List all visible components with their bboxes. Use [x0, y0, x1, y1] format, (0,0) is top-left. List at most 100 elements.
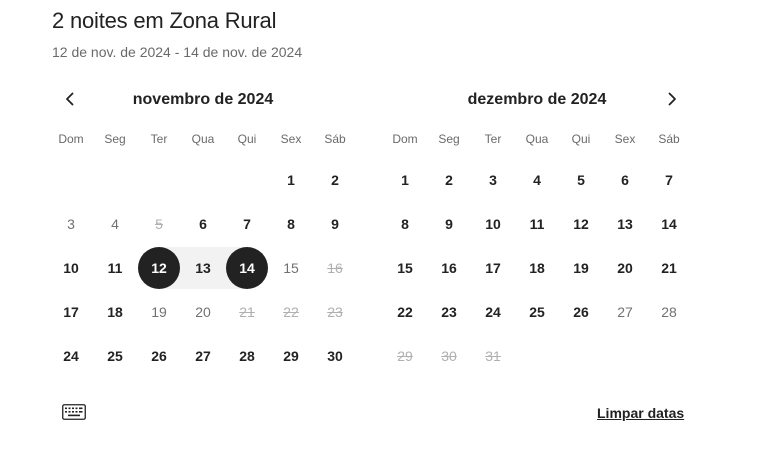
day-number: 26: [573, 304, 589, 320]
day-cell[interactable]: 13: [603, 202, 647, 246]
day-cell[interactable]: 8: [269, 202, 313, 246]
day-cell[interactable]: 25: [515, 290, 559, 334]
day-cell: 21: [225, 290, 269, 334]
day-cell[interactable]: 26: [137, 334, 181, 378]
day-cell[interactable]: 13: [181, 246, 225, 290]
day-cell[interactable]: 23: [427, 290, 471, 334]
day-number: 24: [485, 304, 501, 320]
day-cell[interactable]: 4: [515, 158, 559, 202]
day-cell[interactable]: 26: [559, 290, 603, 334]
day-cell[interactable]: 17: [49, 290, 93, 334]
day-cell[interactable]: 20: [181, 290, 225, 334]
weekday-label: Sex: [614, 132, 636, 146]
day-number: 22: [283, 304, 299, 320]
day-cell[interactable]: 1: [383, 158, 427, 202]
chevron-left-icon: [66, 92, 74, 106]
weekday-label: Sáb: [658, 132, 680, 146]
day-number: 24: [63, 348, 79, 364]
day-cell[interactable]: 2: [313, 158, 357, 202]
day-number: 15: [283, 260, 299, 276]
previous-month-button[interactable]: [58, 87, 82, 111]
day-cell[interactable]: 9: [313, 202, 357, 246]
day-cell[interactable]: 11: [515, 202, 559, 246]
day-cell: 29: [383, 334, 427, 378]
day-number: 9: [331, 216, 339, 232]
day-number: 3: [489, 172, 497, 188]
day-cell: 22: [269, 290, 313, 334]
day-number: 11: [107, 260, 123, 276]
selected-day[interactable]: 12: [137, 246, 181, 290]
day-cell[interactable]: 19: [559, 246, 603, 290]
day-number: 14: [226, 247, 268, 289]
day-cell[interactable]: 24: [49, 334, 93, 378]
day-cell[interactable]: 7: [647, 158, 691, 202]
selected-day[interactable]: 14: [225, 246, 269, 290]
day-cell[interactable]: 9: [427, 202, 471, 246]
day-grid: 1 2 3 4 5 6 7 8 9 10 11 12 13 14 15 16 17 18 19 20 21 22 23 24 2…: [49, 158, 357, 378]
clear-dates-button[interactable]: Limpar datas: [597, 405, 685, 421]
day-cell[interactable]: 15: [383, 246, 427, 290]
day-number: 5: [155, 216, 163, 232]
day-number: 25: [529, 304, 545, 320]
month-title: novembro de 2024: [132, 91, 274, 108]
day-number: 13: [195, 260, 211, 276]
day-cell[interactable]: 3: [471, 158, 515, 202]
keyboard-icon: [62, 404, 86, 420]
day-number: 2: [331, 172, 339, 188]
day-number: 1: [401, 172, 409, 188]
day-cell[interactable]: 6: [181, 202, 225, 246]
day-cell[interactable]: 28: [647, 290, 691, 334]
day-cell[interactable]: 16: [427, 246, 471, 290]
day-number: 28: [661, 304, 677, 320]
day-number: 2: [445, 172, 453, 188]
day-cell[interactable]: 4: [93, 202, 137, 246]
day-cell: 16: [313, 246, 357, 290]
day-cell[interactable]: 19: [137, 290, 181, 334]
day-cell[interactable]: 17: [471, 246, 515, 290]
day-cell[interactable]: 1: [269, 158, 313, 202]
day-cell[interactable]: 29: [269, 334, 313, 378]
day-number: 15: [397, 260, 413, 276]
day-cell[interactable]: 8: [383, 202, 427, 246]
next-month-button[interactable]: [660, 87, 684, 111]
day-cell[interactable]: 30: [313, 334, 357, 378]
day-cell[interactable]: 22: [383, 290, 427, 334]
day-cell[interactable]: 5: [559, 158, 603, 202]
day-number: 16: [441, 260, 457, 276]
day-cell[interactable]: 7: [225, 202, 269, 246]
day-cell[interactable]: 14: [647, 202, 691, 246]
day-cell[interactable]: 21: [647, 246, 691, 290]
day-cell[interactable]: 10: [471, 202, 515, 246]
month-title: dezembro de 2024: [467, 91, 607, 108]
weekday-label: Seg: [438, 132, 460, 146]
day-cell[interactable]: 15: [269, 246, 313, 290]
day-cell[interactable]: 11: [93, 246, 137, 290]
weekday-label: Qui: [571, 132, 591, 146]
day-cell[interactable]: 20: [603, 246, 647, 290]
day-cell[interactable]: 12: [559, 202, 603, 246]
weekday-label: Qua: [191, 132, 215, 146]
day-grid: 1 2 3 4 5 6 7 8 9 10 11 12 13 14 15 16 17 18 19 20 21 22 23 24 2…: [383, 158, 691, 378]
day-number: 3: [67, 216, 75, 232]
day-cell[interactable]: 28: [225, 334, 269, 378]
day-number: 6: [621, 172, 629, 188]
day-cell[interactable]: 3: [49, 202, 93, 246]
day-cell[interactable]: 24: [471, 290, 515, 334]
day-cell[interactable]: 18: [93, 290, 137, 334]
keyboard-shortcuts-button[interactable]: [62, 404, 86, 420]
day-number: 4: [111, 216, 119, 232]
day-cell[interactable]: 25: [93, 334, 137, 378]
day-cell[interactable]: 27: [603, 290, 647, 334]
day-number: 31: [485, 348, 501, 364]
day-number: 17: [485, 260, 501, 276]
day-cell[interactable]: 27: [181, 334, 225, 378]
day-cell[interactable]: 18: [515, 246, 559, 290]
weekday-label: Ter: [484, 132, 502, 146]
day-number: 5: [577, 172, 585, 188]
weekday-header: Dom Seg Ter Qua Qui Sex Sáb: [383, 132, 691, 148]
weekday-label: Sex: [280, 132, 302, 146]
day-number: 26: [151, 348, 167, 364]
day-cell[interactable]: 6: [603, 158, 647, 202]
day-cell[interactable]: 2: [427, 158, 471, 202]
day-cell[interactable]: 10: [49, 246, 93, 290]
